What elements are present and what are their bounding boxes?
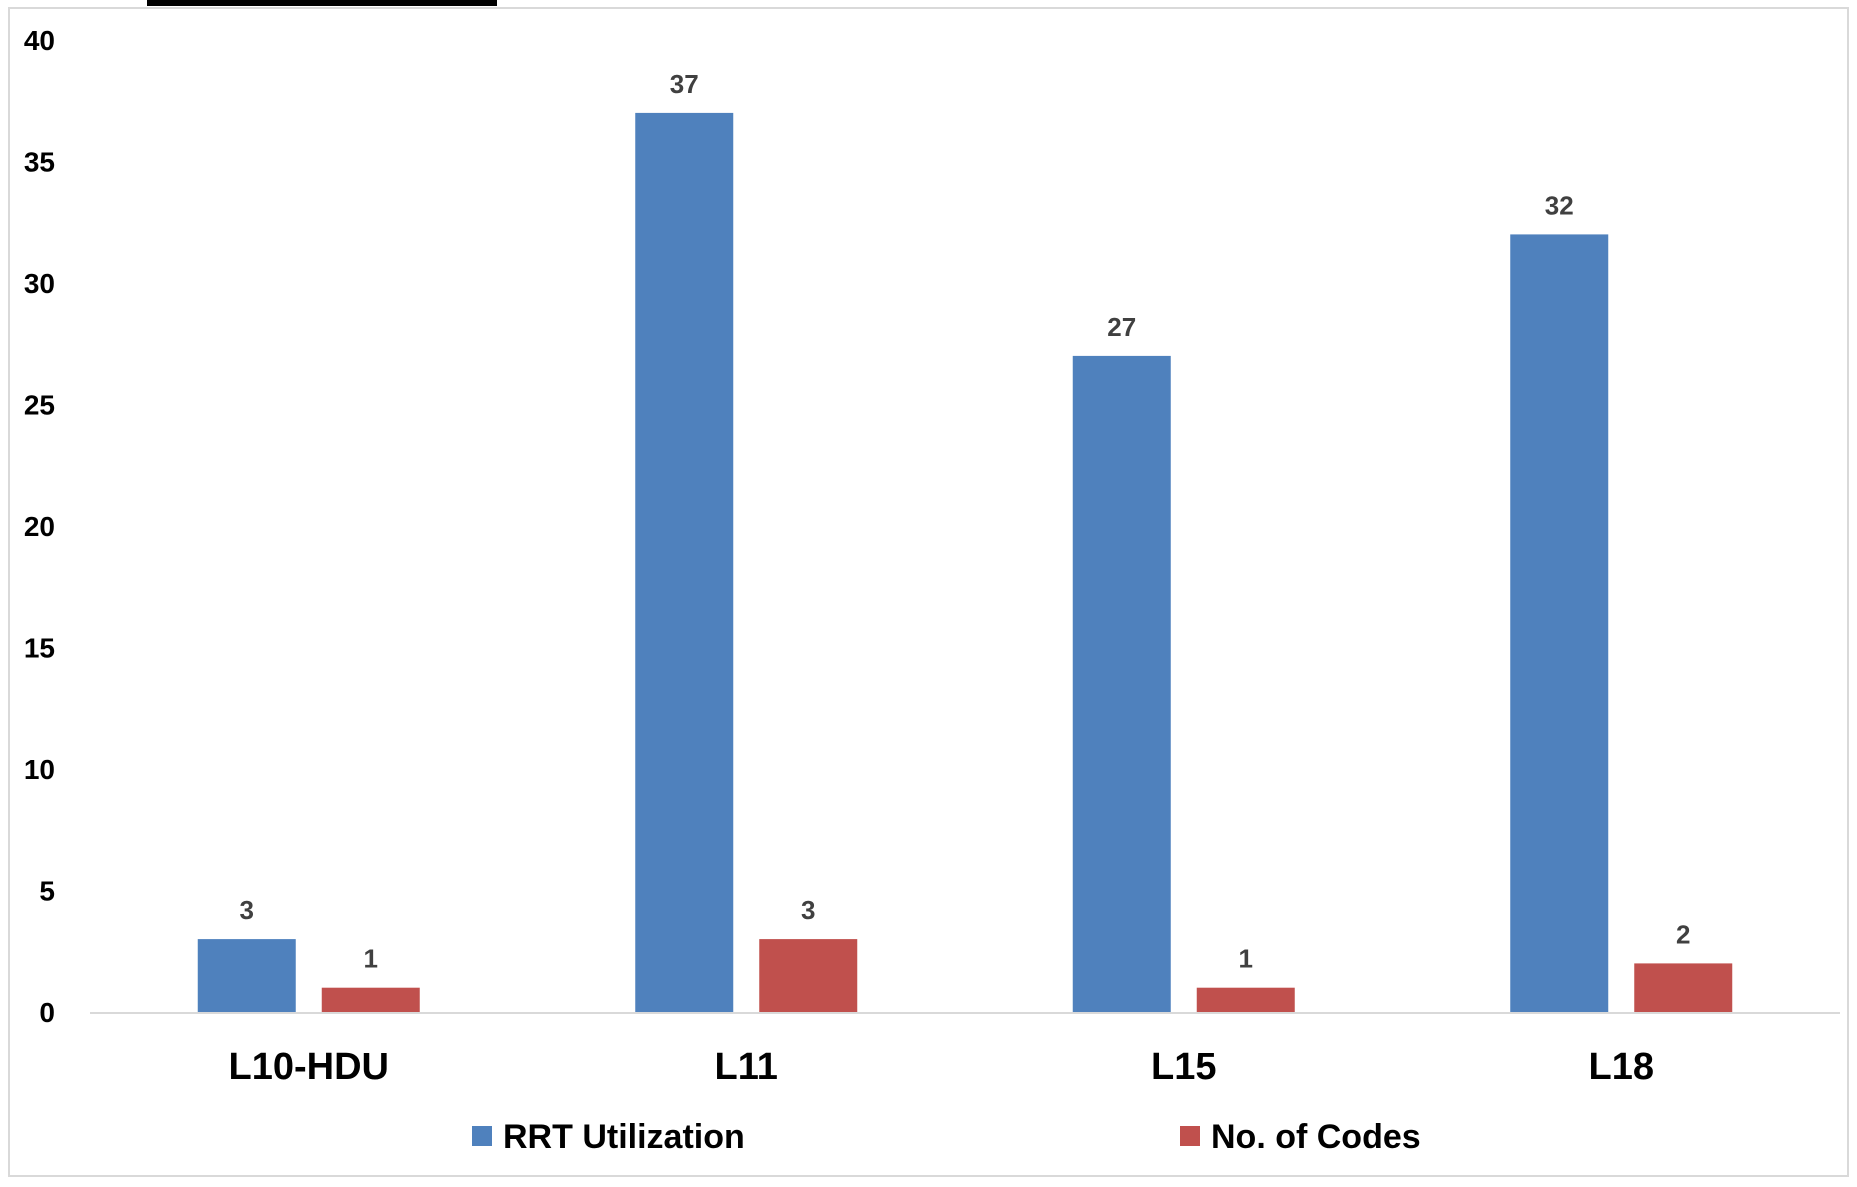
data-label: 1 (364, 944, 378, 974)
data-label: 37 (670, 69, 699, 99)
data-label: 1 (1239, 944, 1253, 974)
data-label: 32 (1545, 190, 1574, 220)
bar-rrt-utilization (635, 112, 734, 1012)
x-tick-label: L10-HDU (229, 1046, 389, 1088)
data-label: 3 (801, 895, 815, 925)
data-label: 3 (240, 895, 254, 925)
y-tick-label: 0 (39, 997, 55, 1028)
x-tick-label: L18 (1589, 1046, 1654, 1088)
legend-swatch (1180, 1126, 1200, 1146)
legend-label: No. of Codes (1211, 1118, 1421, 1156)
x-tick-label: L11 (715, 1046, 778, 1088)
data-label: 2 (1676, 919, 1690, 949)
legend-label: RRT Utilization (503, 1118, 745, 1156)
bars-group (197, 112, 1733, 1012)
y-tick-label: 40 (24, 25, 55, 56)
y-axis: 0 5 10 15 20 25 30 35 40 (24, 25, 55, 1028)
legend-swatch (472, 1126, 492, 1146)
bar-no-of-codes (1634, 963, 1733, 1012)
bar-rrt-utilization (1072, 355, 1171, 1012)
bar-rrt-utilization (197, 939, 296, 1012)
bar-rrt-utilization (1510, 234, 1609, 1012)
y-tick-label: 10 (24, 754, 55, 785)
x-tick-label: L15 (1151, 1046, 1216, 1088)
y-tick-label: 5 (39, 876, 55, 907)
y-tick-label: 25 (24, 390, 55, 421)
top-edge-mark (147, 0, 497, 6)
data-labels-group: 3 1 37 3 27 1 32 2 (240, 69, 1691, 974)
y-tick-label: 30 (24, 268, 55, 299)
y-tick-label: 35 (24, 147, 55, 178)
y-tick-label: 15 (24, 633, 55, 664)
bar-no-of-codes (321, 987, 420, 1012)
y-tick-label: 20 (24, 511, 55, 542)
data-label: 27 (1107, 312, 1136, 342)
x-axis: L10-HDU L11 L15 L18 (229, 1046, 1654, 1088)
legend: RRT Utilization No. of Codes (472, 1118, 1421, 1156)
bar-no-of-codes (759, 939, 858, 1012)
bar-no-of-codes (1196, 987, 1295, 1012)
